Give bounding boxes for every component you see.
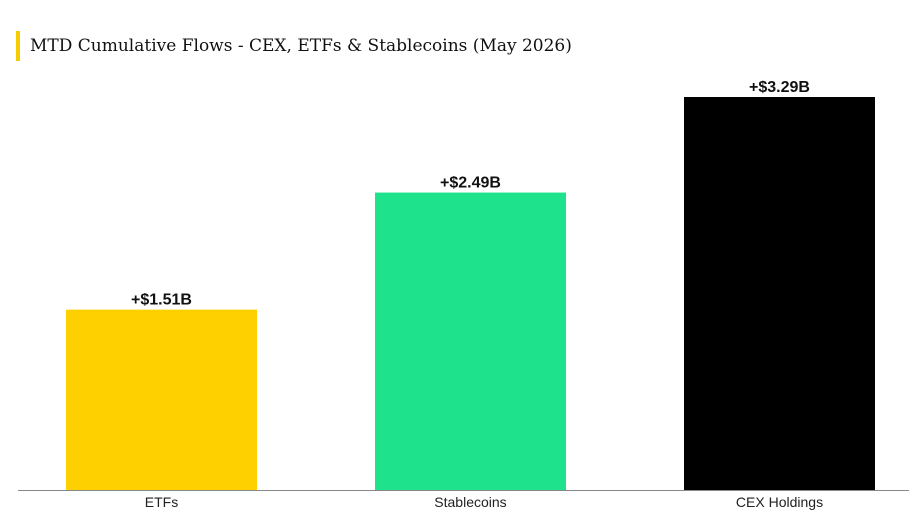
bar-etfs — [66, 309, 257, 490]
value-labels-group: +$1.51B +$2.49B +$3.29B — [131, 79, 810, 309]
title-accent-bar — [16, 31, 20, 61]
x-tick-label-stablecoins: Stablecoins — [434, 494, 506, 510]
value-label-cex-holdings: +$3.29B — [749, 79, 810, 96]
chart-title-block: MTD Cumulative Flows - CEX, ETFs & Stabl… — [16, 30, 572, 62]
bars-group — [66, 97, 875, 490]
x-tick-labels-group: ETFs Stablecoins CEX Holdings — [145, 494, 823, 510]
x-tick-label-etfs: ETFs — [145, 494, 178, 510]
value-label-etfs: +$1.51B — [131, 292, 192, 309]
bar-stablecoins — [375, 192, 566, 490]
value-label-stablecoins: +$2.49B — [440, 175, 501, 192]
chart-title: MTD Cumulative Flows - CEX, ETFs & Stabl… — [30, 36, 572, 56]
x-tick-label-cex-holdings: CEX Holdings — [736, 494, 823, 510]
bar-cex-holdings — [684, 97, 875, 490]
